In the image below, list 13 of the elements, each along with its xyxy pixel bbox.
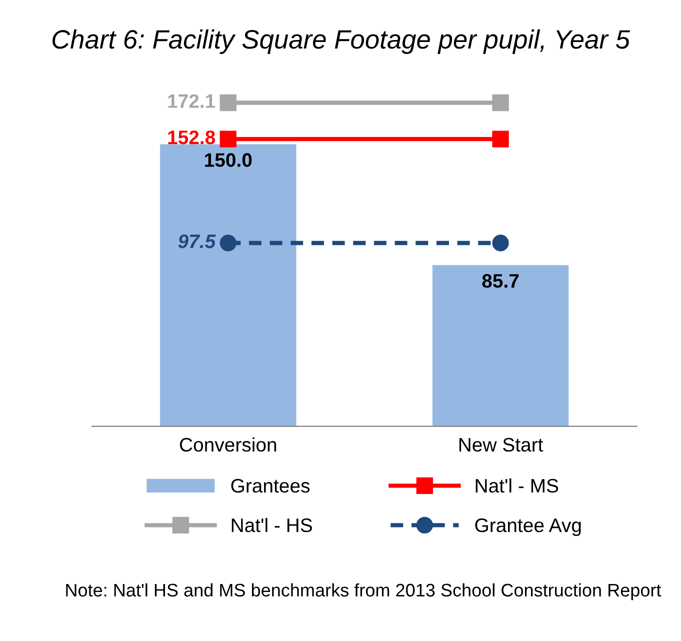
data-label: 97.5 (178, 234, 216, 248)
x-tick-label: New Start (459, 438, 544, 452)
legend-label: Grantees (231, 478, 310, 493)
data-label: 85.7 (482, 274, 519, 288)
data-label: 150.0 (205, 153, 252, 167)
text: Note: Nat'l HS and MS benchmarks from 2013 School Construction Report (66, 583, 662, 600)
data-label: 152.8 (168, 130, 216, 144)
legend-label: Nat'l - MS (476, 478, 558, 493)
x-tick-label: Conversion (180, 437, 276, 452)
legend-label: Grantee Avg (475, 518, 581, 536)
legend-label: Nat'l - HS (232, 518, 312, 532)
chart-title: Chart 6: Facility Square Footage per pupil, Year 5 (52, 29, 630, 54)
data-label: 172.1 (168, 94, 216, 108)
